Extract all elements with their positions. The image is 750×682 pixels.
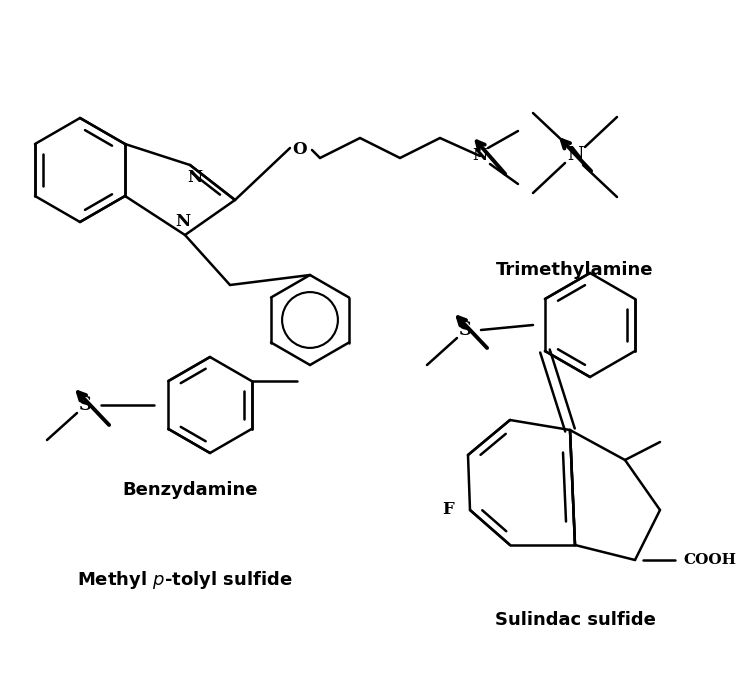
- Text: Methyl ​$\mathit{p}$-tolyl sulfide: Methyl ​$\mathit{p}$-tolyl sulfide: [77, 569, 293, 591]
- Text: N: N: [176, 213, 190, 230]
- Text: F: F: [442, 501, 454, 518]
- Text: S: S: [458, 321, 472, 339]
- Text: N: N: [567, 146, 584, 164]
- Text: Trimethylamine: Trimethylamine: [496, 261, 654, 279]
- Text: COOH: COOH: [683, 553, 736, 567]
- Text: O: O: [292, 141, 308, 158]
- Text: N: N: [472, 147, 488, 164]
- Text: N: N: [188, 168, 202, 186]
- Text: Benzydamine: Benzydamine: [122, 481, 258, 499]
- Text: Sulindac sulfide: Sulindac sulfide: [494, 611, 656, 629]
- Text: S: S: [79, 396, 92, 414]
